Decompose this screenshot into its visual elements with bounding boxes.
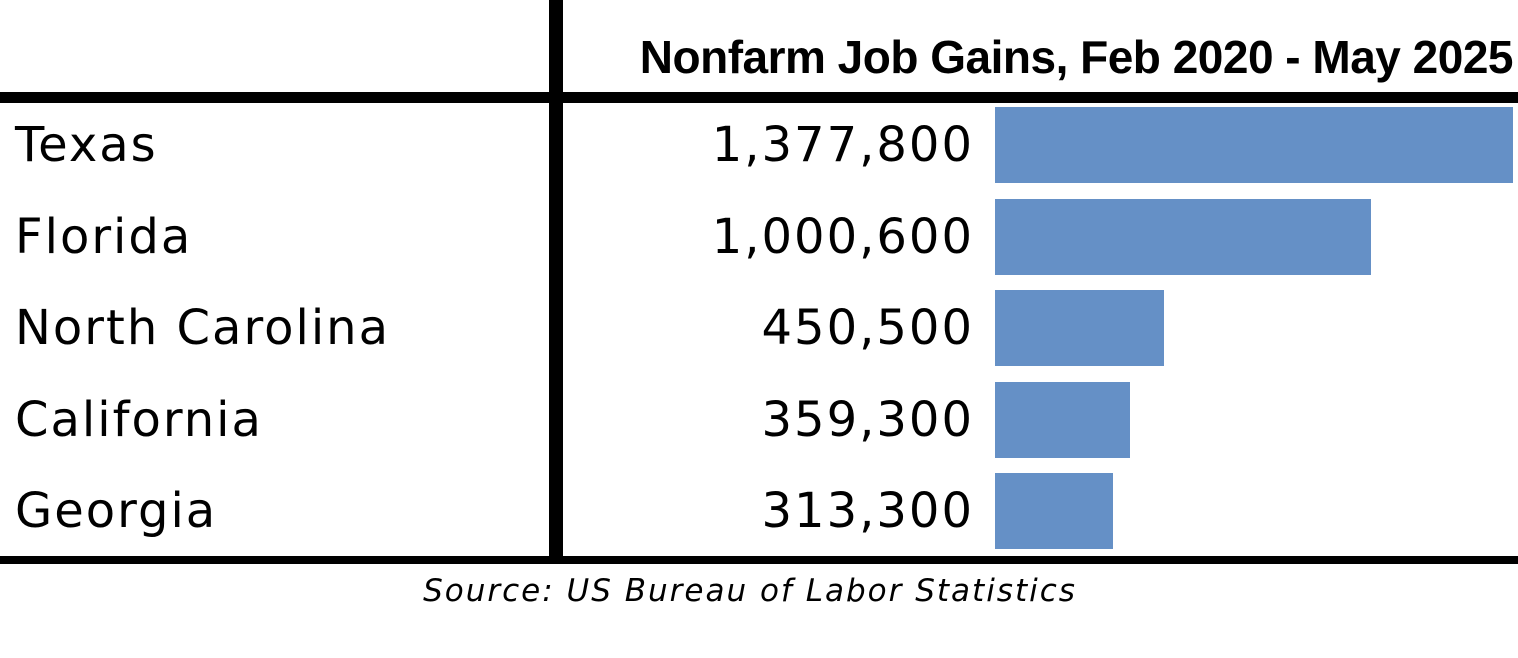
header-rule (0, 92, 1518, 103)
category-label: North Carolina (15, 300, 390, 356)
bar (995, 198, 1371, 275)
value-label: 450,500 (761, 300, 974, 356)
category-label: Florida (15, 208, 193, 265)
value-label: 313,300 (761, 483, 974, 539)
chart-title: Nonfarm Job Gains, Feb 2020 - May 2025 (639, 31, 1514, 83)
source-note: Source: US Bureau of Labor Statistics (423, 573, 1077, 609)
value-label: 359,300 (761, 391, 974, 448)
bar (995, 381, 1130, 458)
category-label: California (15, 391, 263, 448)
column-divider (549, 0, 563, 558)
bottom-rule (0, 556, 1518, 564)
value-label: 1,377,800 (711, 117, 974, 173)
category-label: Georgia (15, 483, 218, 539)
value-label: 1,000,600 (711, 208, 974, 265)
bar (995, 290, 1164, 366)
bar (995, 473, 1113, 549)
category-label: Texas (15, 117, 158, 173)
bar (995, 107, 1513, 183)
